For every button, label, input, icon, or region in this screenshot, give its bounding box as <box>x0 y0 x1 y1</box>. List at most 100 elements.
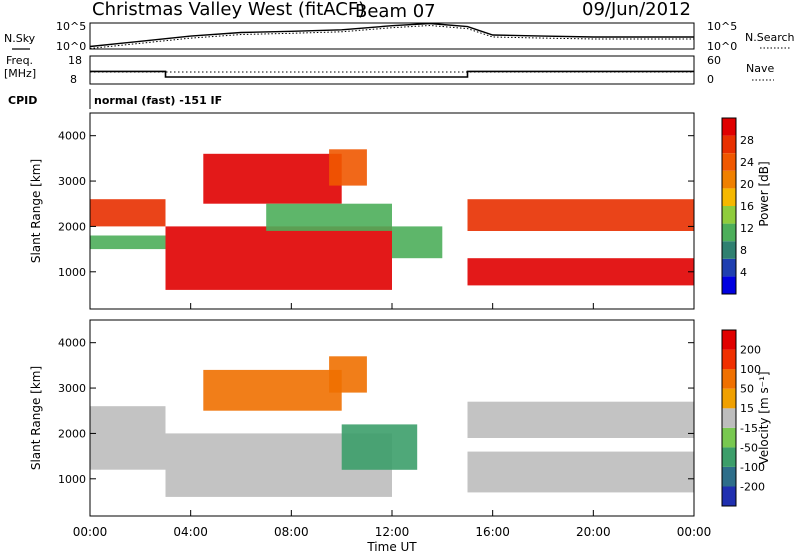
x-tick-label: 16:00 <box>475 525 510 539</box>
power-colorbar: 28 24 20 16 12 8 4 <box>721 117 754 295</box>
nave-right-tick-high: 60 <box>707 54 721 67</box>
freq-lines <box>90 70 694 78</box>
velocity-y-tick-label: 2000 <box>58 427 86 440</box>
noise-lines <box>89 22 694 49</box>
velocity-ylabel: Slant Range [km] <box>29 366 43 470</box>
power-cb-tick-label: 12 <box>740 222 754 235</box>
power-cb-swatch-8 <box>722 135 736 154</box>
beam-title: Beam 07 <box>355 1 436 22</box>
x-tick-label: 00:00 <box>677 525 712 539</box>
power-cb-tick-label: 24 <box>740 156 754 169</box>
velocity-colorbar-label: Velocity [m s⁻¹] <box>757 371 771 464</box>
data-patch-3 <box>329 356 367 393</box>
data-patch-8 <box>467 258 694 286</box>
velocity-cb-tick-label: 100 <box>740 363 761 376</box>
noise-right-tick-high: 10^5 <box>707 20 737 33</box>
power-cb-swatch-5 <box>722 188 736 206</box>
x-tick-label: 00:00 <box>73 525 108 539</box>
station-title: Christmas Valley West (fitACF) <box>92 0 365 20</box>
data-patch-0 <box>90 199 166 227</box>
data-patch-4 <box>329 149 367 186</box>
velocity-cb-swatch-6 <box>722 369 736 389</box>
x-tick-label: 12:00 <box>375 525 410 539</box>
x-axis-ticks: 00:00 04:00 08:00 12:00 16:00 20:00 00:00 <box>73 303 712 539</box>
power-cb-tick-label: 16 <box>740 200 754 213</box>
noise-left-tick-high: 10^5 <box>56 20 86 33</box>
data-patch-3 <box>203 153 342 204</box>
velocity-y-tick-label: 4000 <box>58 337 86 350</box>
data-patch-5 <box>266 203 392 231</box>
x-tick-label: 04:00 <box>173 525 208 539</box>
power-y-tick-label: 4000 <box>58 130 86 143</box>
velocity-colorbar: 200 100 50 15 -15 -50 -100 -200 <box>721 329 765 507</box>
noise-right-label: N.Search <box>745 31 795 44</box>
power-y-tick-label: 1000 <box>58 266 86 279</box>
noise-left-tick-low: 10^0 <box>56 40 86 53</box>
power-cb-swatch-7 <box>722 153 736 171</box>
power-cb-tick-label: 28 <box>740 134 754 147</box>
velocity-cb-frame <box>721 329 737 507</box>
data-patch-2 <box>165 226 392 290</box>
velocity-cb-tick-label: 15 <box>740 402 754 415</box>
power-cb-swatch-9 <box>722 118 736 136</box>
freq-panel-frame <box>89 55 695 85</box>
noise-series-nsearch <box>89 24 694 49</box>
velocity-cb-swatch-8 <box>722 330 736 350</box>
velocity-cb-tick-label: -15 <box>740 422 758 435</box>
velocity-cb-swatch-5 <box>722 388 736 409</box>
power-cb-swatch-4 <box>722 206 736 224</box>
velocity-cb-swatch-4 <box>722 408 736 428</box>
data-patch-2 <box>203 369 342 411</box>
x-axis-label: Time UT <box>366 540 417 554</box>
x-tick-label: 08:00 <box>274 525 309 539</box>
cpid-label: CPID <box>8 94 37 107</box>
velocity-cb-tick-label: -200 <box>740 480 765 493</box>
velocity-cb-swatch-3 <box>722 427 736 448</box>
data-patch-5 <box>467 401 694 438</box>
data-patch-7 <box>467 199 694 231</box>
data-patch-4 <box>341 424 418 470</box>
velocity-cb-tick-label: -50 <box>740 441 758 454</box>
velocity-cb-tick-label: 50 <box>740 383 754 396</box>
power-data-patches <box>90 149 694 290</box>
velocity-cb-tick-label: 200 <box>740 344 761 357</box>
freq-left-tick-low: 8 <box>70 73 77 86</box>
noise-left-label: N.Sky <box>4 32 36 45</box>
noise-series-nsky <box>89 22 694 48</box>
velocity-data-patches <box>90 356 694 497</box>
freq-label-line1: Freq. <box>6 54 33 67</box>
power-cb-swatch-6 <box>722 170 736 189</box>
data-patch-6 <box>392 226 443 259</box>
power-cb-swatch-1 <box>722 258 736 277</box>
power-cb-tick-label: 20 <box>740 178 754 191</box>
velocity-y-tick-label: 1000 <box>58 473 86 486</box>
power-cb-frame <box>721 117 737 295</box>
power-cb-swatch-2 <box>722 241 736 259</box>
cpid-mode-text: normal (fast) -151 IF <box>94 94 222 107</box>
power-ylabel: Slant Range [km] <box>29 159 43 263</box>
freq-label-line2: [MHz] <box>4 67 36 80</box>
power-y-ticks: 4000 3000 2000 1000 <box>58 130 694 279</box>
x-tick-label: 20:00 <box>576 525 611 539</box>
data-patch-1 <box>90 235 166 250</box>
power-cb-swatch-0 <box>722 276 736 294</box>
velocity-y-ticks: 4000 3000 2000 1000 <box>58 337 694 486</box>
power-y-tick-label: 3000 <box>58 175 86 188</box>
power-colorbar-label: Power [dB] <box>757 161 771 226</box>
power-cb-tick-label: 8 <box>740 244 747 257</box>
nave-label: Nave <box>746 62 774 75</box>
velocity-cb-swatch-1 <box>722 466 736 487</box>
velocity-cb-swatch-7 <box>722 349 736 370</box>
nave-right-tick-low: 0 <box>707 73 714 86</box>
velocity-cb-swatch-0 <box>722 486 736 506</box>
data-patch-0 <box>90 406 166 470</box>
power-cb-tick-label: 4 <box>740 266 747 279</box>
noise-right-tick-low: 10^0 <box>707 40 737 53</box>
velocity-cb-swatch-2 <box>722 447 736 467</box>
freq-left-tick-high: 18 <box>68 54 82 67</box>
power-cb-swatch-3 <box>722 223 736 242</box>
velocity-cb-tick-label: -100 <box>740 461 765 474</box>
date-title: 09/Jun/2012 <box>582 0 691 20</box>
velocity-y-tick-label: 3000 <box>58 382 86 395</box>
